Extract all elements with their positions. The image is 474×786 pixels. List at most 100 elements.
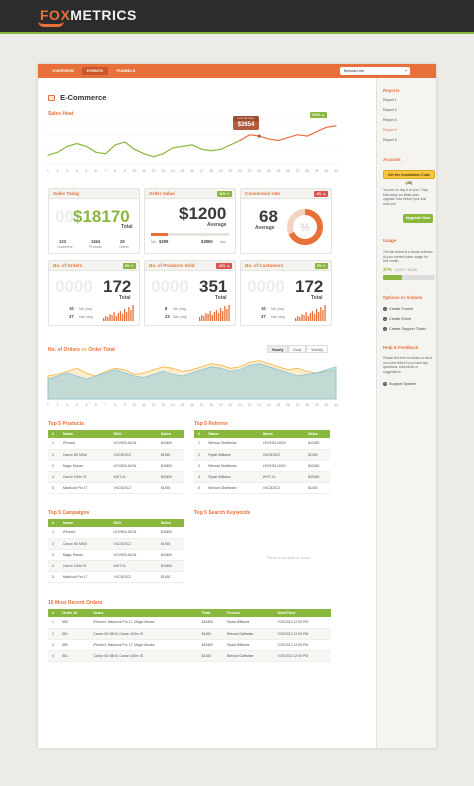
spark-bar [124,309,126,321]
top-campaigns-col-header[interactable]: Sales [156,519,184,527]
table-row[interactable]: 2 Canon 5D MKIII V4C3DSC2 $1450 [48,538,184,550]
toggle-weekly[interactable]: Weekly [306,345,329,353]
toggle-hourly[interactable]: Hourly [267,345,289,353]
tab-overview[interactable]: OVERVIEW [52,68,74,73]
area-series-2 [47,363,337,400]
table-row[interactable]: 3 580 iPhone4, Macbook Pro 17, Magic Mouse… [48,639,331,651]
table-row[interactable]: 3 Magic Mouse LEV/NSL16GN $43450 [48,549,184,561]
table-cell: Macbook Pro 17 [58,571,110,583]
table-row[interactable]: 5 Macbook Pro 17 V4C3DSC2 $1450 [48,571,184,583]
create-ticket-link[interactable]: + Create Support Ticket [383,327,426,331]
table-row[interactable]: 2 581 Canon 5D MKIII, Canon 100m IS $1450 Be… [48,628,331,640]
table-row[interactable]: 4 Canon 100m IS WHT-XL $43450 [48,560,184,572]
top-products-col-header[interactable]: Sales [156,430,184,438]
table-cell: 4 [194,471,205,483]
sidebar-item-report-4[interactable]: Report 4 [383,128,397,132]
spark-bar [132,305,134,321]
table-row[interactable]: 2 Rydal Williams V4C3DSC2 $1450 [194,449,330,461]
tab-funnels[interactable]: FUNNELS [116,68,136,73]
x-tick-label: 12 [152,169,156,173]
min-value: $299 [159,239,169,244]
sales-heat-point [114,144,116,146]
order-value-amount: $1200 [179,204,227,223]
table-cell: WHT-XL [258,471,305,483]
usage-count: 13,000 / 35,000 [395,268,418,272]
x-tick-label: 25 [277,403,281,407]
table-cell: 581 [58,628,90,640]
sidebar: Reports Report 1 Report 2 Report 3 Repor… [376,78,436,748]
customers-count: 123 [59,239,66,244]
top-campaigns-col-header[interactable]: SKU [109,519,157,527]
upgrade-button[interactable]: Upgrade Now [403,214,433,223]
table-cell: V4C3DSC2 [258,482,305,494]
sales-heat-point [268,138,270,140]
chart-icon [48,95,55,102]
table-row[interactable]: 4 Canon 100m IS WHT-XL $43450 [48,471,184,483]
table-cell: LEV/NSL16GN [258,460,305,472]
table-cell: Rydal Williams [204,471,259,483]
x-tick-label: 6 [95,403,97,407]
support-system-link[interactable]: ? Support System [383,382,416,386]
recent-orders-col-header[interactable]: # [48,609,59,617]
table-row[interactable]: 3 Magic Mouse LEV/NSL16GN $43450 [48,460,184,472]
x-tick-label: 9 [124,403,126,407]
table-row[interactable]: 1 580 iPhone4, Macbook Pro 17, Magic Mouse… [48,617,331,629]
plus-icon: + [383,317,387,321]
top-referrer-col-header[interactable]: # [194,430,205,438]
recent-orders-col-header[interactable]: Order Id [58,609,90,617]
table-row[interactable]: 4 581 Canon 5D MKIII, Canon 100m IS $1450 Be… [48,650,331,662]
sales-today-sub: Total [121,224,133,230]
logo[interactable]: FOXMETRICS [38,7,137,27]
x-tick-label: 15 [181,403,185,407]
help-text: Please feel free to review or send us a … [383,356,432,374]
top-products-col-header[interactable]: SKU [109,430,157,438]
table-cell: V4C3DSC2 [109,449,157,461]
table-cell: Behzad Ghaffarian [204,460,259,472]
table-cell: V4C3DSC2 [109,538,157,550]
table-cell: 4 [48,471,59,483]
card-title-text: No. of Customers [245,263,284,268]
top-products-col-header[interactable]: Name [58,430,110,438]
sidebar-item-report-2[interactable]: Report 2 [383,108,397,112]
account-select[interactable]: Behzad.me ▾ [340,67,410,75]
trial-text: You are on day 8 of your 7 day trial usi… [383,188,428,206]
usage-percent: 37% [383,267,392,272]
table-row[interactable]: 1 iPhone4 LEV/NSL16GN $43450 [48,438,184,450]
x-tick-label: 9 [124,169,126,173]
sidebar-item-report-3[interactable]: Report 3 [383,118,397,122]
products-sparkline [199,305,230,321]
top-keywords-label: Top 5 Search Keywords [194,510,251,516]
tab-events[interactable]: EVENTS [82,67,108,75]
top-referrer-col-header[interactable]: Items [258,430,305,438]
install-code-button[interactable]: Get the Installation Code (JS) [383,170,435,185]
recent-orders-col-header[interactable]: Date/Time [273,609,331,617]
create-funnel-link[interactable]: + Create Funnel [383,307,413,311]
recent-orders-col-header[interactable]: Person [223,609,274,617]
sidebar-item-report-1[interactable]: Report 1 [383,98,397,102]
recent-orders-col-header[interactable]: Items [89,609,198,617]
top-referrer-col-header[interactable]: Sales [304,430,330,438]
table-row[interactable]: 1 Behzad Ghaffarian LEV/NSL16GN $43450 [194,438,330,450]
table-row[interactable]: 2 Canon 5D MKIII V4C3DSC2 $1450 [48,449,184,461]
top-products-table: # Name SKU Sales 1 iPhone4 LEV/NSL16GN $43450 2 C… [48,430,184,494]
tooltip-label: Last 30 days [233,116,259,121]
x-tick-label: 19 [219,169,223,173]
top-referrer-col-header[interactable]: Name [204,430,259,438]
sidebar-item-report-5[interactable]: Report 5 [383,138,397,142]
table-row[interactable]: 3 Behzad Ghaffarian LEV/NSL16GN $43450 [194,460,330,472]
table-row[interactable]: 4 Rydal Williams WHT-XL $43450 [194,471,330,483]
table-row[interactable]: 5 Behzad Ghaffarian V4C3DSC2 $1450 [194,482,330,494]
products-count: 1164 [91,239,101,244]
top-campaigns-col-header[interactable]: # [48,519,59,527]
x-tick-label: 8 [114,169,116,173]
recent-orders-col-header[interactable]: Total [197,609,224,617]
table-cell: 1 [48,617,59,629]
card-title-text: No. of Orders [53,263,83,268]
create-event-link[interactable]: + Create Event [383,317,411,321]
top-products-col-header[interactable]: # [48,430,59,438]
top-campaigns-col-header[interactable]: Name [58,519,110,527]
table-cell: 580 [58,617,90,629]
table-row[interactable]: 5 Macbook Pro 17 V4C3DSC2 $1450 [48,482,184,494]
table-row[interactable]: 1 iPhone4 LEV/NSL16GN $43450 [48,527,184,539]
toggle-daily[interactable]: Daily [288,345,307,353]
